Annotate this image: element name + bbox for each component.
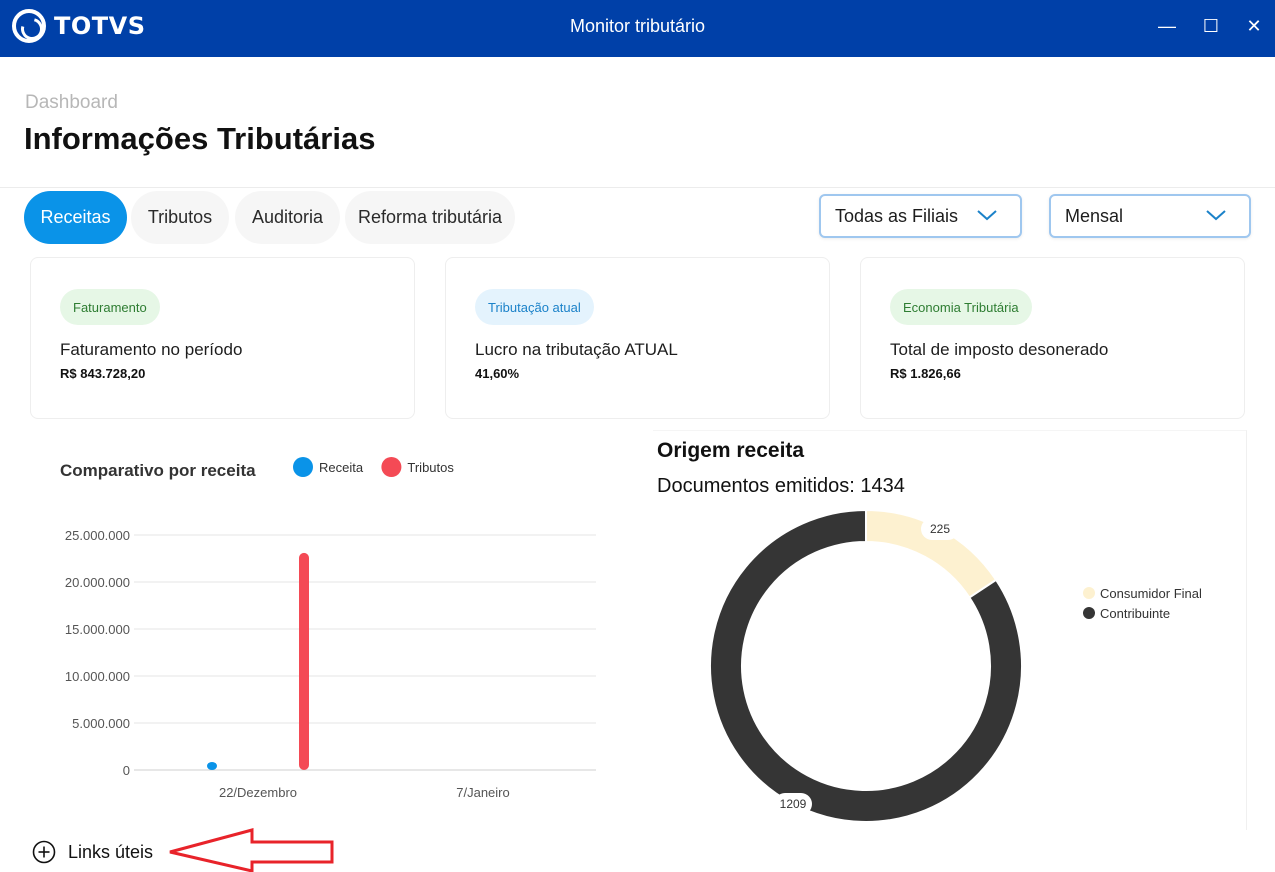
card-tributacao-atual: Tributação atual Lucro na tributação ATU… (445, 257, 830, 419)
branch-select[interactable]: Todas as Filiais (819, 194, 1022, 238)
donut-chart: Origem receita Documentos emitidos: 1434 2… (657, 439, 1202, 823)
y-tick-label: 5.000.000 (72, 716, 130, 731)
bar (299, 552, 309, 770)
period-select[interactable]: Mensal (1049, 194, 1251, 238)
totvs-logo-icon (12, 9, 46, 43)
legend-label: Contribuinte (1100, 606, 1170, 621)
badge-economia-tributaria: Economia Tributária (890, 289, 1032, 325)
bar-chart-panel: Comparativo por receita Receita Tributos 0 5… (48, 436, 608, 830)
window-title: Monitor tributário (569, 16, 706, 36)
slice-label: 1209 (780, 797, 807, 811)
page-title: Informações Tributárias (24, 121, 376, 156)
card-label: Faturamento no período (60, 340, 243, 359)
links-uteis-button[interactable]: Links úteis (32, 840, 153, 864)
totvs-logo: TOTVS (12, 9, 146, 43)
badge-faturamento: Faturamento (60, 289, 160, 325)
y-tick-label: 20.000.000 (65, 575, 130, 590)
legend-label: Receita (319, 460, 364, 475)
tab-auditoria[interactable]: Auditoria (235, 191, 340, 244)
logo-text: TOTVS (54, 12, 146, 40)
card-economia-tributaria: Economia Tributária Total de imposto des… (860, 257, 1245, 419)
donut-chart-panel: Origem receita Documentos emitidos: 1434 2… (653, 430, 1247, 830)
card-value: 41,60% (475, 366, 520, 381)
period-select-value: Mensal (1065, 205, 1124, 226)
slice-label-bg (921, 518, 959, 540)
title-bar: TOTVS Monitor tributário — ☐ ✕ (0, 0, 1275, 57)
badge-tributacao-atual: Tributação atual (475, 289, 594, 325)
divider (0, 187, 1275, 188)
y-tick-label: 15.000.000 (65, 622, 130, 637)
tab-tributos[interactable]: Tributos (131, 191, 229, 244)
chevron-down-icon (1206, 210, 1226, 221)
donut-title: Origem receita (657, 439, 804, 462)
card-label: Lucro na tributação ATUAL (475, 340, 678, 359)
legend-marker (293, 457, 313, 477)
x-tick-label: 7/Janeiro (456, 785, 509, 800)
legend-label: Consumidor Final (1100, 586, 1202, 601)
y-tick-label: 10.000.000 (65, 669, 130, 684)
chart-title: Comparativo por receita (60, 461, 256, 480)
close-icon[interactable]: ✕ (1246, 16, 1262, 36)
card-faturamento: Faturamento Faturamento no período R$ 84… (30, 257, 415, 419)
branch-select-value: Todas as Filiais (835, 205, 959, 226)
legend-marker (1083, 587, 1095, 599)
tab-receitas[interactable]: Receitas (24, 191, 127, 244)
y-tick-label: 25.000.000 (65, 528, 130, 543)
bar-chart: Comparativo por receita Receita Tributos 0 5… (60, 457, 596, 800)
plus-circle-icon (32, 840, 56, 864)
links-uteis-label: Links úteis (68, 841, 154, 862)
legend-marker (1083, 607, 1095, 619)
legend-label: Tributos (407, 460, 454, 475)
y-tick-label: 0 (123, 763, 130, 778)
slice-label: 225 (930, 522, 950, 536)
bar (207, 762, 217, 770)
tab-reforma-tributaria[interactable]: Reforma tributária (345, 191, 515, 244)
card-value: R$ 843.728,20 (60, 366, 146, 381)
minimize-icon[interactable]: — (1158, 16, 1176, 36)
x-tick-label: 22/Dezembro (219, 785, 297, 800)
slice-label-bg (774, 793, 812, 815)
maximize-icon[interactable]: ☐ (1202, 16, 1220, 36)
annotation-arrow-icon (169, 828, 334, 872)
donut-slice (709, 508, 1023, 823)
donut-subtitle: Documentos emitidos: 1434 (657, 475, 905, 497)
breadcrumb[interactable]: Dashboard (25, 92, 118, 113)
chevron-down-icon (977, 210, 997, 221)
legend-marker (381, 457, 402, 477)
card-value: R$ 1.826,66 (890, 366, 961, 381)
card-label: Total de imposto desonerado (890, 340, 1109, 359)
